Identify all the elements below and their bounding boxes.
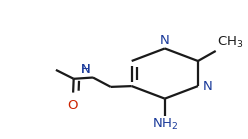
Text: N: N: [160, 33, 170, 47]
Text: N: N: [81, 63, 91, 76]
Text: O: O: [68, 99, 78, 112]
Text: N: N: [202, 80, 212, 93]
Text: NH$_2$: NH$_2$: [152, 117, 178, 132]
Text: CH$_3$: CH$_3$: [217, 35, 243, 50]
Text: H: H: [81, 63, 91, 76]
